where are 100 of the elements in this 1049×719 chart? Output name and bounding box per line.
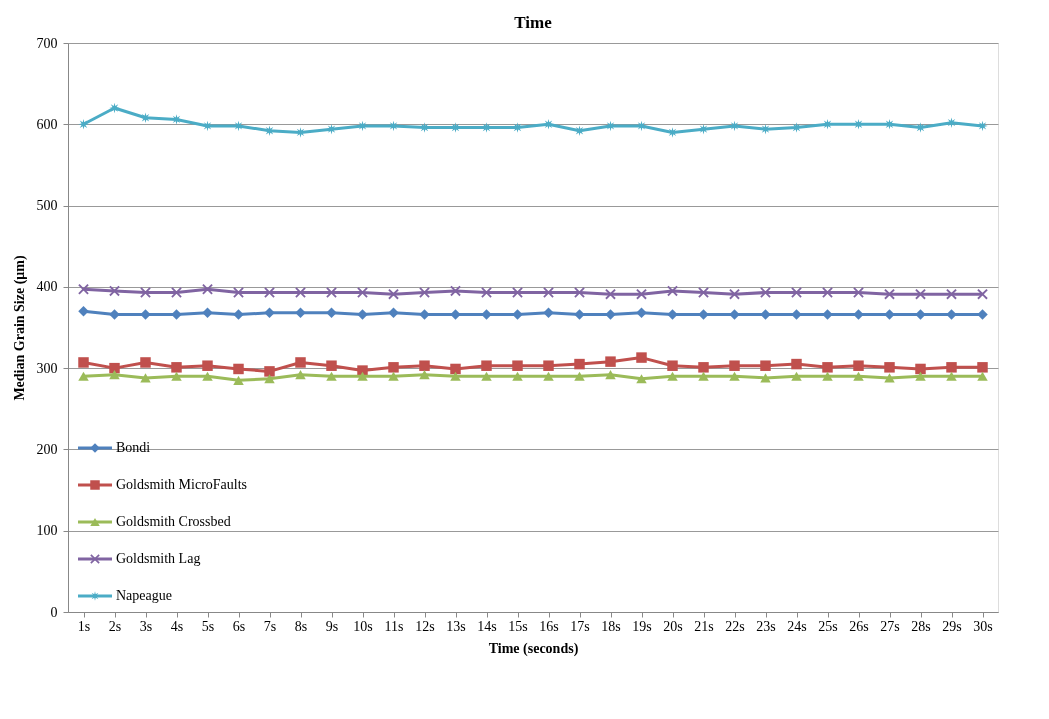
point xyxy=(884,373,895,383)
point xyxy=(109,362,120,374)
legend-label: Goldsmith Lag xyxy=(116,551,201,566)
point xyxy=(233,363,244,375)
x-axis-title: Time (seconds) xyxy=(488,640,579,657)
point xyxy=(295,287,306,298)
point xyxy=(295,357,306,368)
x-tick-label: 17s xyxy=(570,618,590,634)
point xyxy=(78,119,89,130)
point xyxy=(233,309,244,320)
x-tick-label: 12s xyxy=(415,618,435,634)
point xyxy=(636,374,647,384)
point xyxy=(760,309,771,320)
x-tick-label: 14s xyxy=(477,618,497,634)
point xyxy=(543,287,554,298)
point xyxy=(698,309,709,320)
point xyxy=(419,370,430,380)
point xyxy=(140,373,151,383)
legend-label: Goldsmith Crossbed xyxy=(116,514,231,529)
point xyxy=(822,362,833,373)
point xyxy=(915,371,926,381)
x-tick-label: 6s xyxy=(232,618,246,634)
point xyxy=(481,309,492,320)
point xyxy=(698,287,709,298)
point xyxy=(171,287,182,298)
point xyxy=(78,357,89,368)
point xyxy=(264,287,275,298)
point xyxy=(295,370,306,380)
point xyxy=(884,362,895,373)
point xyxy=(636,307,647,319)
point xyxy=(977,362,988,373)
point xyxy=(481,287,492,298)
x-tick-label: 23s xyxy=(756,618,776,634)
x-tick-label: 28s xyxy=(911,618,931,634)
point xyxy=(171,371,182,381)
point xyxy=(574,358,585,370)
point xyxy=(357,371,368,381)
point xyxy=(760,373,771,383)
point xyxy=(264,366,275,377)
point xyxy=(326,371,337,381)
chart-title: Time xyxy=(514,13,553,32)
point xyxy=(543,360,554,371)
x-tick-label: 9s xyxy=(325,618,339,634)
point xyxy=(481,371,492,381)
point xyxy=(388,307,399,319)
point xyxy=(946,362,957,373)
x-tick-label: 22s xyxy=(725,618,745,634)
point xyxy=(233,287,244,298)
y-tick-label: 700 xyxy=(36,35,58,51)
point xyxy=(729,371,740,381)
point xyxy=(729,309,740,320)
legend-label: Bondi xyxy=(116,440,151,455)
legend-label: Goldsmith MicroFaults xyxy=(116,477,248,492)
point xyxy=(605,370,616,380)
point xyxy=(667,309,678,320)
point xyxy=(233,375,244,385)
point xyxy=(605,309,616,320)
point xyxy=(264,307,275,319)
x-tick-label: 3s xyxy=(139,618,153,634)
point xyxy=(202,360,213,371)
point xyxy=(791,371,802,381)
point xyxy=(388,362,399,373)
point xyxy=(140,357,151,368)
x-tick-label: 19s xyxy=(632,618,652,634)
x-tick-label: 30s xyxy=(973,618,993,634)
point xyxy=(760,360,771,371)
point xyxy=(78,284,89,295)
x-tick-label: 26s xyxy=(849,618,869,634)
x-tick-label: 11s xyxy=(384,618,404,634)
point xyxy=(791,358,802,370)
point xyxy=(450,309,461,320)
point xyxy=(202,307,213,319)
legend-label: Napeague xyxy=(116,588,172,603)
y-tick-label: 500 xyxy=(36,198,58,214)
x-tick-label: 13s xyxy=(446,618,466,634)
point xyxy=(574,287,585,298)
point xyxy=(450,371,461,381)
point xyxy=(512,309,523,320)
x-tick-label: 2s xyxy=(108,618,122,634)
point xyxy=(419,309,430,320)
point xyxy=(853,360,864,371)
point xyxy=(78,306,89,317)
point xyxy=(543,307,554,319)
point xyxy=(884,309,895,320)
x-tick-label: 21s xyxy=(694,618,714,634)
point xyxy=(636,120,647,132)
point xyxy=(326,307,337,319)
point xyxy=(512,287,523,298)
point xyxy=(512,371,523,381)
y-tick-label: 600 xyxy=(36,116,58,132)
point xyxy=(853,287,864,298)
x-tick-label: 5s xyxy=(201,618,215,634)
x-tick-label: 29s xyxy=(942,618,962,634)
x-tick-label: 15s xyxy=(508,618,528,634)
point xyxy=(915,309,926,320)
y-tick-label: 100 xyxy=(36,523,58,539)
point xyxy=(388,371,399,381)
point xyxy=(202,371,213,381)
point xyxy=(946,371,957,381)
x-tick-label: 24s xyxy=(787,618,807,634)
